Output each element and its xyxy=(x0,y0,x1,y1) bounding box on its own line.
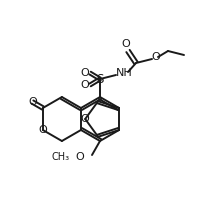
Text: O: O xyxy=(38,125,47,135)
Text: O: O xyxy=(81,68,89,78)
Text: O: O xyxy=(81,114,90,124)
Text: O: O xyxy=(28,97,37,107)
Text: CH₃: CH₃ xyxy=(52,152,70,162)
Text: S: S xyxy=(96,73,104,86)
Text: O: O xyxy=(152,52,160,62)
Text: O: O xyxy=(122,39,130,49)
Text: O: O xyxy=(76,152,84,162)
Text: O: O xyxy=(81,80,89,90)
Text: NH: NH xyxy=(116,68,132,78)
